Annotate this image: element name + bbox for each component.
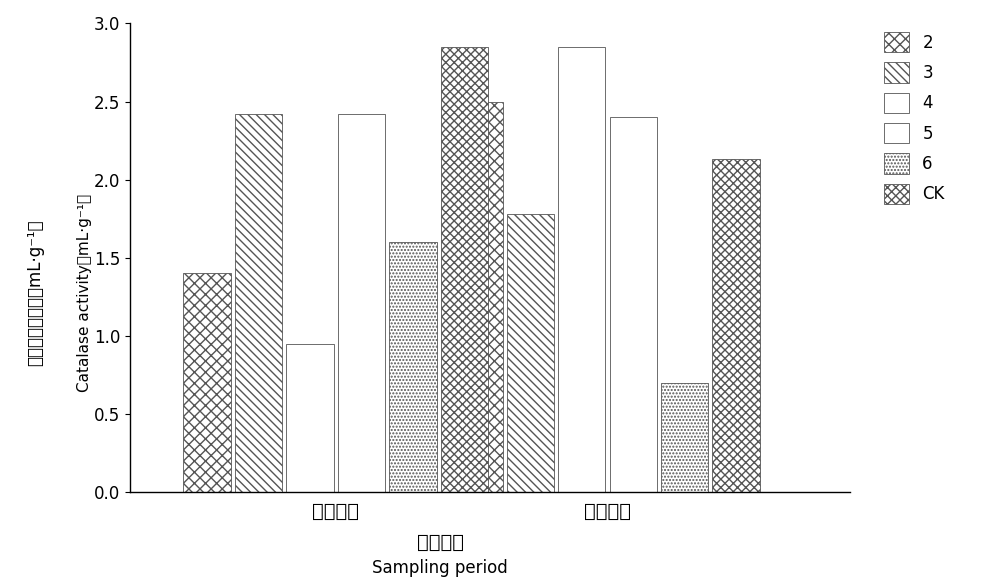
Legend: 2, 3, 4, 5, 6, CK: 2, 3, 4, 5, 6, CK [879, 27, 950, 209]
Text: 过氧化氢酶活性（mL·g⁻¹）: 过氧化氢酶活性（mL·g⁻¹） [26, 220, 44, 366]
Bar [235, 114, 282, 492]
Bar [286, 344, 334, 492]
Bar [610, 117, 657, 492]
Bar [389, 242, 437, 492]
Bar [441, 47, 488, 492]
Text: Catalase activity（mL·g⁻¹）: Catalase activity（mL·g⁻¹） [78, 194, 92, 392]
Bar [507, 214, 554, 492]
Bar [338, 114, 385, 492]
Text: 采样时期: 采样时期 [416, 533, 464, 551]
Text: Sampling period: Sampling period [372, 560, 508, 577]
Bar [712, 159, 760, 492]
Bar [661, 383, 708, 492]
Bar [455, 101, 503, 492]
Bar [183, 274, 231, 492]
Bar [558, 47, 605, 492]
